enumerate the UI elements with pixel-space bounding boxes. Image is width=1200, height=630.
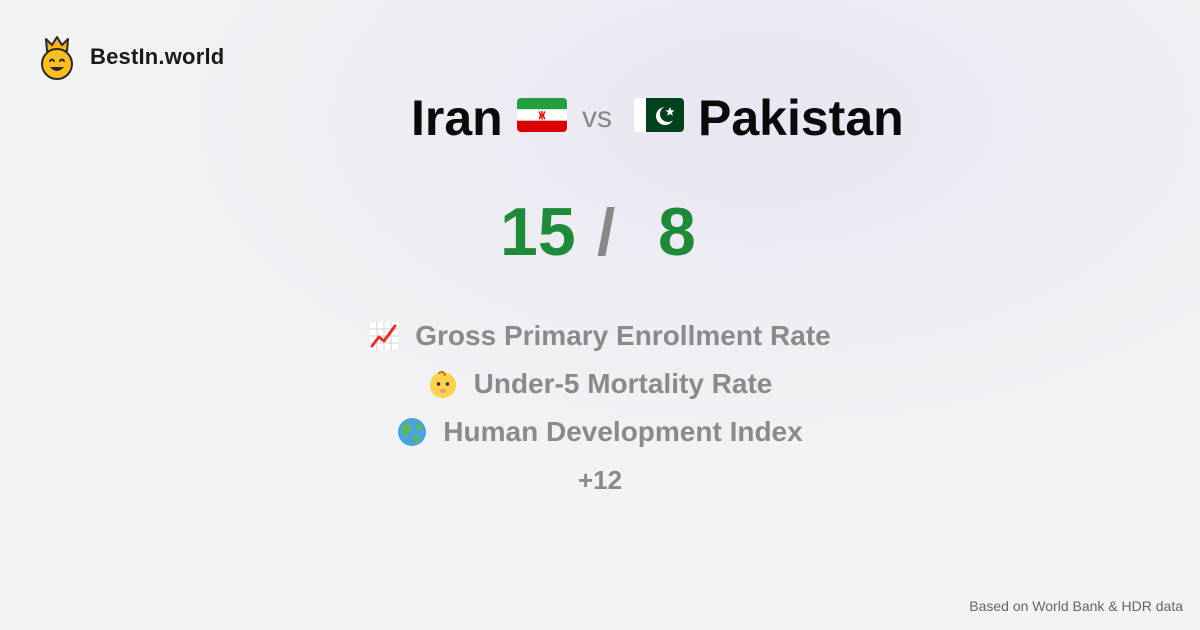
brand[interactable]: BestIn.world xyxy=(38,34,224,80)
metric-label: Gross Primary Enrollment Rate xyxy=(415,320,831,351)
crown-smiley-icon xyxy=(41,36,73,80)
pakistan-flag-icon xyxy=(634,98,684,132)
left-country-name[interactable]: Iran xyxy=(411,90,503,146)
metric-label: Human Development Index xyxy=(443,416,803,447)
more-metrics-count[interactable]: +12 xyxy=(577,465,623,495)
iran-flag-icon xyxy=(517,98,567,132)
left-score: 15 xyxy=(500,194,576,270)
vs-label: vs xyxy=(582,101,612,134)
metric-item[interactable]: Gross Primary Enrollment Rate xyxy=(0,312,1200,360)
score: 15 / 8 xyxy=(0,192,1200,272)
right-country-name[interactable]: Pakistan xyxy=(698,90,904,146)
globe-icon xyxy=(398,418,427,446)
score-separator: / xyxy=(597,195,616,269)
right-score: 8 xyxy=(658,194,696,270)
metric-item[interactable]: Under-5 Mortality Rate xyxy=(0,360,1200,408)
brand-name: BestIn.world xyxy=(90,44,225,69)
metrics-list: Gross Primary Enrollment Rate Under-5 Mo… xyxy=(0,312,1200,504)
metric-label: Under-5 Mortality Rate xyxy=(473,368,773,399)
comparison-title: Iran vs Pakistan xyxy=(0,86,1200,150)
data-source-note: Based on World Bank & HDR data xyxy=(969,598,1183,614)
metric-item[interactable]: Human Development Index xyxy=(0,408,1200,456)
baby-icon xyxy=(429,370,456,398)
chart-increasing-icon xyxy=(370,322,399,350)
